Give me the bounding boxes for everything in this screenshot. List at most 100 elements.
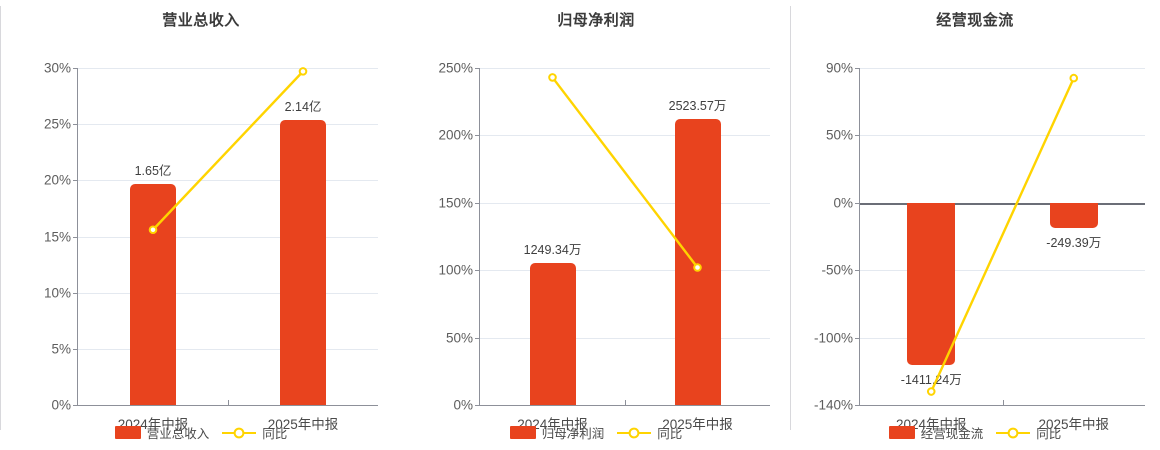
y-tick-mark [475,270,480,272]
y-tick-mark [855,270,860,272]
y-tick-label: -100% [813,330,853,346]
bar-color-swatch [888,426,915,439]
gridline [480,135,770,137]
y-tick-label: 50% [445,330,473,346]
legend: 归母净利润 同比 [402,423,790,442]
y-axis [479,68,480,405]
legend-item-line[interactable]: 同比 [617,423,682,442]
y-tick-mark [73,405,78,406]
y-tick-label: 0% [453,397,473,413]
line-series [148,67,308,235]
y-tick-label: 15% [43,229,71,244]
legend: 营业总收入 同比 [0,423,402,442]
gridline [860,135,1145,137]
panel-title: 营业总收入 [162,12,240,29]
y-tick-label: 5% [51,341,71,357]
bar-value-label: 1.65亿 [134,163,172,178]
x-axis [859,405,1145,406]
y-tick-mark [73,124,78,126]
y-axis [859,68,860,405]
y-tick-mark [73,348,78,350]
y-tick-label: 0% [833,195,853,211]
gridline [480,270,770,272]
gridline [78,348,378,350]
y-tick-mark [855,337,860,339]
y-tick-mark [475,202,480,204]
legend-item-bar[interactable]: 营业总收入 [114,423,209,442]
bar-color-swatch [114,426,141,439]
legend: 经营现金流 同比 [790,423,1160,442]
legend-item-bar[interactable]: 归母净利润 [509,423,605,442]
panel-divider-2 [790,6,791,430]
gridline [860,202,1145,205]
line-series [548,73,702,272]
gridline [78,292,378,294]
bar-value-label: -249.39万 [1046,236,1102,251]
bar-value-label: -1411.24万 [900,372,962,387]
legend-label-bar: 归母净利润 [541,427,605,441]
bar[interactable] [907,202,956,365]
y-tick-mark [475,405,480,406]
y-tick-mark [73,180,78,182]
chart-panel-operating-cashflow: 经营现金流 -140% -100% -50% 0% 50% 90% -1411.24万 -2… [790,0,1160,450]
line-marker[interactable] [148,225,158,235]
line-marker-icon [222,427,257,438]
y-tick-label: 200% [438,127,473,143]
bar[interactable] [529,263,576,405]
x-tick-mark [625,400,626,406]
line-marker[interactable] [548,73,557,82]
x-tick-label: 2025年中报 [662,417,733,432]
y-tick-mark [73,292,78,294]
bar-color-swatch [509,426,536,439]
line-marker[interactable] [298,67,308,76]
y-tick-mark [855,202,860,204]
gridline [78,180,378,182]
bar[interactable] [280,119,326,405]
trend-line [551,76,699,269]
line-series [926,73,1079,396]
y-tick-mark [475,337,480,339]
chart-panel-revenue: 营业总收入 0% 5% 10% 15% 20% 25% 30% 1.65亿 2.14亿 202… [0,0,402,450]
line-marker-icon [996,427,1031,438]
gridline [860,68,1145,69]
legend-label-line: 同比 [657,427,683,441]
bar[interactable] [130,183,176,405]
line-marker[interactable] [1069,73,1079,83]
plot-area: -140% -100% -50% 0% 50% 90% -1411.24万 -249.39万… [814,61,1145,432]
legend-item-bar[interactable]: 经营现金流 [888,423,983,442]
legend-label-line: 同比 [1036,427,1062,441]
plot-area: 0% 5% 10% 15% 20% 25% 30% 1.65亿 2.14亿 2024年中报 20… [44,61,378,432]
panel-title: 经营现金流 [936,12,1014,29]
x-tick-label: 2025年中报 [1038,417,1110,432]
bar[interactable] [674,119,721,405]
y-tick-mark [475,68,480,69]
legend-label-line: 同比 [262,427,288,441]
panel-title: 归母净利润 [557,12,635,29]
x-tick-mark [1002,400,1004,406]
y-tick-label: 150% [438,195,473,211]
y-tick-label: 250% [438,60,473,76]
gridline [78,236,378,238]
x-tick-label: 2025年中报 [267,417,339,432]
line-marker[interactable] [693,263,702,272]
gridline [78,68,378,69]
gridline [78,124,378,126]
x-tick-mark [228,400,229,406]
y-tick-label: 30% [43,60,71,76]
y-tick-label: 90% [825,60,853,76]
legend-item-line[interactable]: 同比 [222,423,287,442]
trend-line [930,77,1075,393]
bar[interactable] [1049,202,1098,229]
y-tick-mark [855,405,860,406]
gridline [480,202,770,204]
line-marker[interactable] [926,387,936,396]
y-tick-mark [475,135,480,137]
y-tick-label: 50% [825,127,853,143]
gridline [860,270,1145,272]
y-tick-mark [73,236,78,238]
legend-item-line[interactable]: 同比 [996,423,1061,442]
gridline [860,337,1145,339]
plot-area: 0% 50% 100% 150% 200% 250% 1249.34万 2523.57万 2… [438,61,770,432]
y-axis [77,68,78,405]
